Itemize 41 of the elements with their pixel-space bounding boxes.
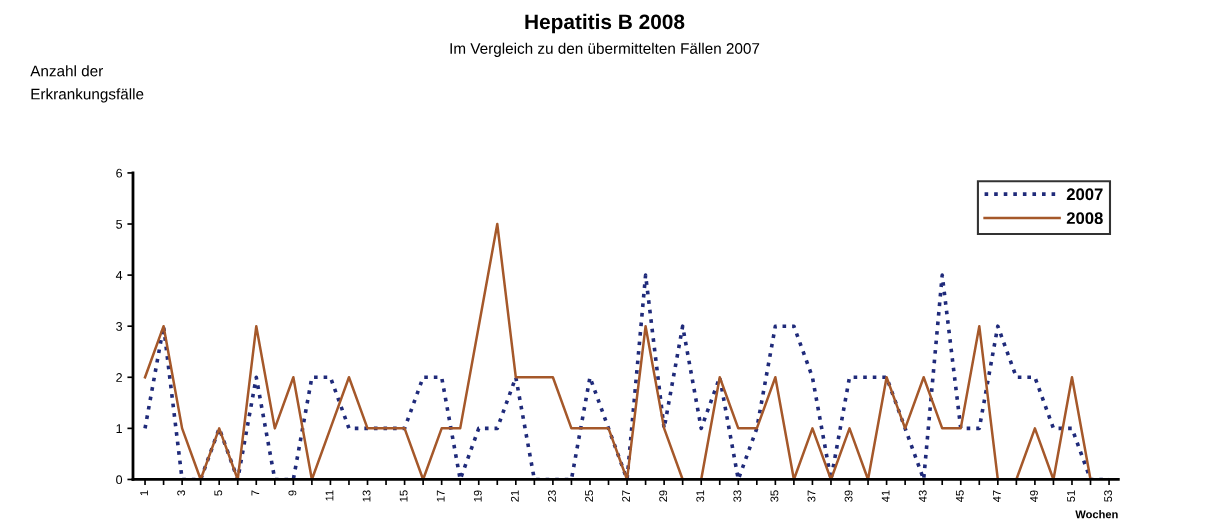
x-tick-label: 29: [659, 490, 668, 502]
line-series: [143, 222, 1092, 480]
x-tick-label: 15: [399, 490, 408, 502]
y-tick-label: 5: [116, 219, 123, 229]
y-tick-label: 3: [116, 321, 123, 331]
x-tick-label: 33: [733, 490, 742, 502]
x-tick-label: 9: [288, 490, 297, 496]
y-tick-label: 0: [116, 475, 123, 485]
x-tick-label: 35: [770, 490, 779, 502]
y-tick-label: 2: [116, 373, 122, 382]
y-tick-label: 1: [116, 424, 122, 433]
chart-title: Hepatitis B 2008: [525, 13, 685, 34]
x-tick-label: 49: [1030, 490, 1038, 502]
x-tick-label: 39: [844, 490, 853, 502]
x-tick-label: 37: [807, 490, 816, 502]
legend-label: 2007: [1066, 188, 1103, 201]
legend-label: 2008: [1066, 212, 1103, 225]
y-tick-label: 4: [115, 271, 123, 280]
x-tick-label: 21: [510, 490, 519, 502]
x-tick-label: 53: [1104, 490, 1113, 502]
y-tick-label: 6: [116, 168, 123, 178]
x-tick-label: 25: [585, 490, 593, 502]
x-tick-label: 19: [473, 490, 482, 502]
x-tick-label: 31: [696, 490, 705, 502]
y-axis-title: Anzahl der Erkrankungsfälle: [30, 65, 144, 103]
x-tick-label: 23: [548, 490, 556, 502]
x-tick-label: 27: [622, 490, 630, 502]
x-tick-label: 45: [955, 490, 964, 502]
x-tick-label: 7: [251, 490, 260, 496]
x-tick-label: 11: [325, 490, 334, 501]
x-tick-label: 47: [993, 490, 1001, 502]
x-tick-label: 3: [177, 490, 186, 496]
x-tick-label: 17: [436, 490, 445, 502]
x-tick-label: 5: [214, 490, 223, 496]
x-axis-title: Wochen: [1075, 510, 1118, 519]
x-tick-label: 43: [918, 490, 927, 502]
x-tick-label: 51: [1067, 490, 1075, 502]
chart-subtitle: Im Vergleich zu den übermittelten Fällen 2007: [450, 42, 760, 57]
x-tick-label: 13: [362, 490, 371, 502]
x-tick-label: 1: [140, 490, 148, 496]
x-tick-label: 41: [881, 490, 890, 502]
